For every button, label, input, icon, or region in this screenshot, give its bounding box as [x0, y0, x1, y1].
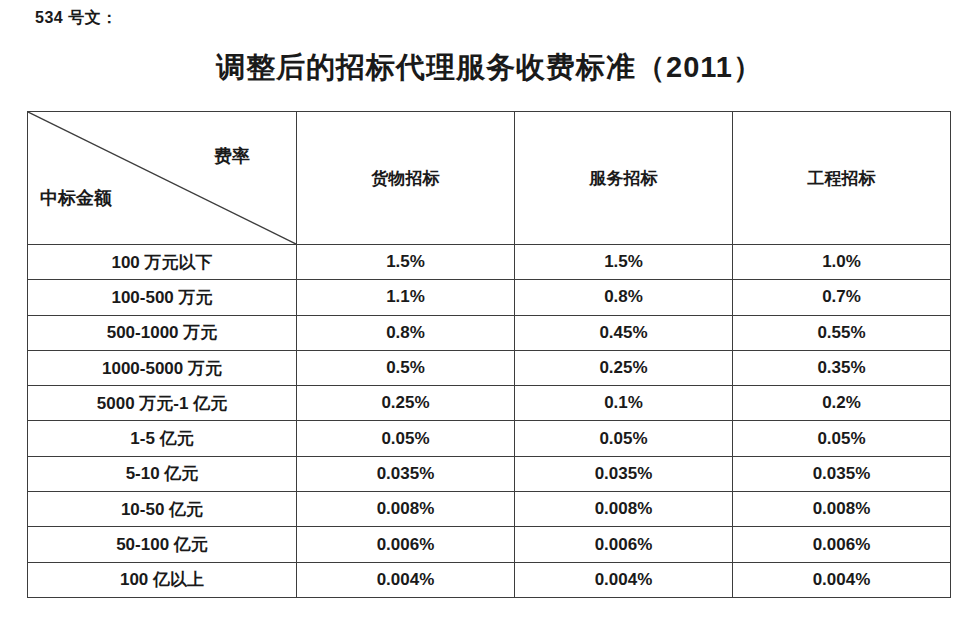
- rate-cell: 0.05%: [297, 421, 515, 456]
- rate-cell: 0.7%: [733, 280, 951, 315]
- amount-cell: 100-500 万元: [28, 280, 297, 315]
- table-row: 100 亿以上0.004%0.004%0.004%: [28, 562, 951, 597]
- rate-cell: 0.008%: [297, 492, 515, 527]
- rate-cell: 0.55%: [733, 315, 951, 350]
- amount-cell: 10-50 亿元: [28, 492, 297, 527]
- amount-cell: 50-100 亿元: [28, 527, 297, 562]
- document-page: 534 号文： 调整后的招标代理服务收费标准（2011） 费率 中标金额 货物招…: [0, 0, 979, 629]
- rate-cell: 0.006%: [733, 527, 951, 562]
- table-row: 1000-5000 万元0.5%0.25%0.35%: [28, 350, 951, 385]
- diagonal-line: [28, 112, 296, 244]
- table-row: 10-50 亿元0.008%0.008%0.008%: [28, 492, 951, 527]
- rate-cell: 0.008%: [733, 492, 951, 527]
- rate-cell: 0.035%: [733, 456, 951, 491]
- rate-cell: 0.5%: [297, 350, 515, 385]
- table-row: 100-500 万元1.1%0.8%0.7%: [28, 280, 951, 315]
- column-header-engineering-bidding: 工程招标: [733, 112, 951, 245]
- amount-cell: 5000 万元-1 亿元: [28, 386, 297, 421]
- rate-cell: 0.8%: [297, 315, 515, 350]
- table-row: 5000 万元-1 亿元0.25%0.1%0.2%: [28, 386, 951, 421]
- table-row: 5-10 亿元0.035%0.035%0.035%: [28, 456, 951, 491]
- rate-cell: 0.25%: [297, 386, 515, 421]
- doc-number: 534 号文：: [35, 8, 118, 29]
- rate-cell: 0.05%: [733, 421, 951, 456]
- rate-cell: 0.35%: [733, 350, 951, 385]
- rate-cell: 1.1%: [297, 280, 515, 315]
- rate-cell: 0.25%: [515, 350, 733, 385]
- rate-cell: 0.1%: [515, 386, 733, 421]
- rate-cell: 0.45%: [515, 315, 733, 350]
- rate-cell: 0.2%: [733, 386, 951, 421]
- header-row: 费率 中标金额 货物招标 服务招标 工程招标: [28, 112, 951, 245]
- rate-cell: 1.5%: [515, 245, 733, 280]
- rate-cell: 0.05%: [515, 421, 733, 456]
- rate-cell: 0.035%: [515, 456, 733, 491]
- rate-cell: 0.006%: [515, 527, 733, 562]
- fee-table-body: 100 万元以下1.5%1.5%1.0%100-500 万元1.1%0.8%0.…: [28, 245, 951, 598]
- rate-cell: 0.008%: [515, 492, 733, 527]
- column-header-service-bidding: 服务招标: [515, 112, 733, 245]
- rate-cell: 0.004%: [297, 562, 515, 597]
- amount-cell: 100 亿以上: [28, 562, 297, 597]
- rate-cell: 1.0%: [733, 245, 951, 280]
- rate-cell: 0.004%: [515, 562, 733, 597]
- table-row: 50-100 亿元0.006%0.006%0.006%: [28, 527, 951, 562]
- rate-cell: 0.004%: [733, 562, 951, 597]
- fee-table: 费率 中标金额 货物招标 服务招标 工程招标 100 万元以下1.5%1.5%1…: [27, 111, 951, 598]
- rate-cell: 0.035%: [297, 456, 515, 491]
- corner-label-rate: 费率: [214, 144, 250, 168]
- rate-cell: 1.5%: [297, 245, 515, 280]
- amount-cell: 100 万元以下: [28, 245, 297, 280]
- table-row: 100 万元以下1.5%1.5%1.0%: [28, 245, 951, 280]
- amount-cell: 1-5 亿元: [28, 421, 297, 456]
- corner-label-amount: 中标金额: [40, 186, 112, 210]
- amount-cell: 500-1000 万元: [28, 315, 297, 350]
- rate-cell: 0.006%: [297, 527, 515, 562]
- table-row: 1-5 亿元0.05%0.05%0.05%: [28, 421, 951, 456]
- table-row: 500-1000 万元0.8%0.45%0.55%: [28, 315, 951, 350]
- page-title: 调整后的招标代理服务收费标准（2011）: [0, 48, 979, 88]
- amount-cell: 5-10 亿元: [28, 456, 297, 491]
- amount-cell: 1000-5000 万元: [28, 350, 297, 385]
- column-header-goods-bidding: 货物招标: [297, 112, 515, 245]
- rate-cell: 0.8%: [515, 280, 733, 315]
- diagonal-header-cell: 费率 中标金额: [28, 112, 297, 245]
